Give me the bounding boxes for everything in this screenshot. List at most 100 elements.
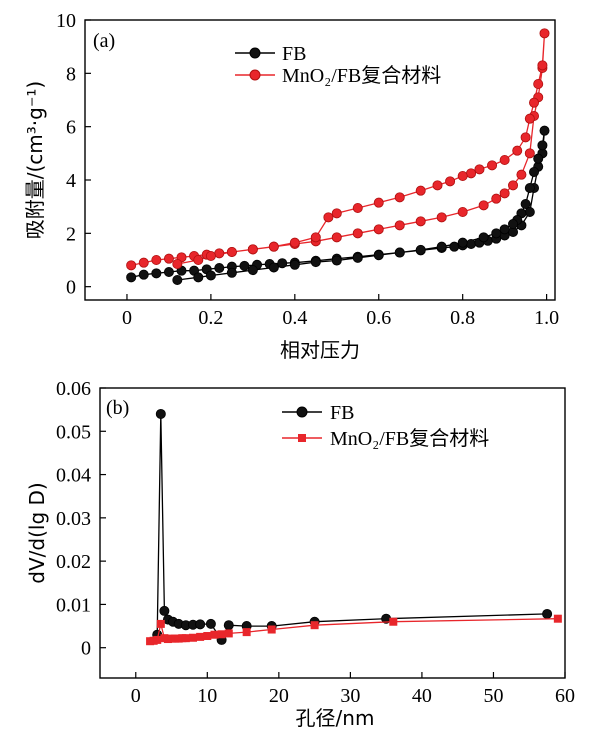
data-point (210, 630, 219, 639)
data-point (223, 620, 234, 631)
data-point (529, 166, 540, 177)
data-point (203, 632, 212, 641)
panel-a-plot-frame (84, 19, 556, 301)
legend-marker-mno2 (249, 69, 261, 81)
data-point (436, 241, 447, 252)
data-point (539, 28, 550, 39)
data-point (491, 193, 502, 204)
data-point (533, 79, 544, 90)
data-point (499, 188, 510, 199)
x-tick-label: 0.4 (282, 307, 307, 329)
data-point (352, 202, 363, 213)
data-point (196, 632, 205, 641)
data-point (268, 262, 279, 273)
legend-label-fb: FB (282, 43, 306, 65)
data-point (155, 408, 166, 419)
y-tick-label: 0.02 (56, 551, 91, 573)
data-point (373, 197, 384, 208)
data-point (553, 614, 562, 623)
x-tick-label: 50 (483, 685, 503, 707)
legend-marker-fb (249, 47, 261, 59)
data-point (156, 619, 165, 628)
panel-a-ticks: 0 0.2 0.4 0.6 0.8 1.0 0 2 4 6 8 10 (56, 10, 559, 329)
x-tick-label: 0 (131, 685, 141, 707)
data-point (373, 224, 384, 235)
data-point (193, 272, 204, 283)
data-point (189, 633, 197, 642)
data-point (436, 212, 447, 223)
data-point (539, 125, 550, 136)
data-point (214, 262, 225, 273)
panel-b-series (146, 408, 562, 646)
data-point (289, 259, 300, 270)
data-point (512, 145, 523, 156)
data-point (163, 253, 174, 264)
data-point (247, 244, 258, 255)
data-point (537, 60, 548, 71)
legend-label-mno2: MnO₂/FB复合材料 (330, 427, 489, 450)
data-point (193, 254, 204, 265)
panel-a-chart: (a) 0 0.2 0.4 0.6 0.8 1.0 0 2 4 6 8 10 FB MnO₂/FB复合… (23, 10, 559, 362)
data-point (491, 228, 502, 239)
panel-b-label: (b) (106, 397, 129, 419)
data-point (151, 254, 162, 265)
data-point (331, 208, 342, 219)
data-point (214, 248, 225, 259)
data-point (415, 244, 426, 255)
data-point (499, 224, 510, 235)
data-point (159, 605, 170, 616)
x-tick-label: 40 (412, 685, 432, 707)
data-point (163, 266, 174, 277)
data-point (389, 617, 398, 626)
panel-b-x-label: 孔径/nm (296, 706, 375, 730)
data-point (537, 140, 548, 151)
y-tick-label: 8 (66, 63, 76, 85)
data-point (310, 232, 321, 243)
panel-a-label: (a) (93, 30, 115, 52)
data-point (226, 246, 237, 257)
data-point (499, 154, 510, 165)
data-point (205, 270, 216, 281)
data-point (466, 168, 477, 179)
x-tick-label: 30 (340, 685, 360, 707)
x-tick-label: 0.2 (198, 307, 223, 329)
x-tick-label: 0.8 (450, 307, 475, 329)
data-point (267, 625, 276, 634)
data-point (289, 237, 300, 248)
data-point (310, 257, 321, 268)
data-point (224, 629, 233, 638)
data-point (415, 185, 426, 196)
data-point (205, 618, 216, 629)
data-point (508, 180, 519, 191)
y-tick-label: 0.01 (56, 594, 91, 616)
y-tick-label: 0 (66, 277, 76, 299)
data-point (217, 630, 226, 639)
y-tick-label: 2 (66, 223, 76, 245)
y-tick-label: 0.06 (56, 378, 91, 400)
data-point (277, 258, 288, 269)
data-point (487, 160, 498, 171)
x-tick-label: 0 (122, 307, 132, 329)
data-point (520, 198, 531, 209)
legend-marker-mno2 (298, 434, 306, 442)
data-point (394, 192, 405, 203)
y-tick-label: 10 (56, 10, 76, 32)
data-point (432, 180, 443, 191)
data-point (138, 269, 149, 280)
data-point (529, 97, 540, 108)
data-point (457, 206, 468, 217)
panel-b-ticks: 0 10 20 30 40 50 60 0 0.01 0.02 0.03 0.04 0.05 0.06 (56, 378, 575, 707)
data-point (352, 252, 363, 263)
data-point (508, 218, 519, 229)
data-point (415, 216, 426, 227)
data-point (242, 628, 251, 637)
data-point (520, 132, 531, 143)
data-point (247, 265, 258, 276)
data-point (151, 268, 162, 279)
data-point (195, 619, 206, 630)
panel-a-series (126, 28, 550, 285)
panel-b-chart: (b) 0 10 20 30 40 50 60 0 0.01 0.02 0.03 0.04 0.05 0.… (25, 378, 575, 730)
data-point (516, 169, 527, 180)
legend-marker-fb (296, 406, 308, 418)
